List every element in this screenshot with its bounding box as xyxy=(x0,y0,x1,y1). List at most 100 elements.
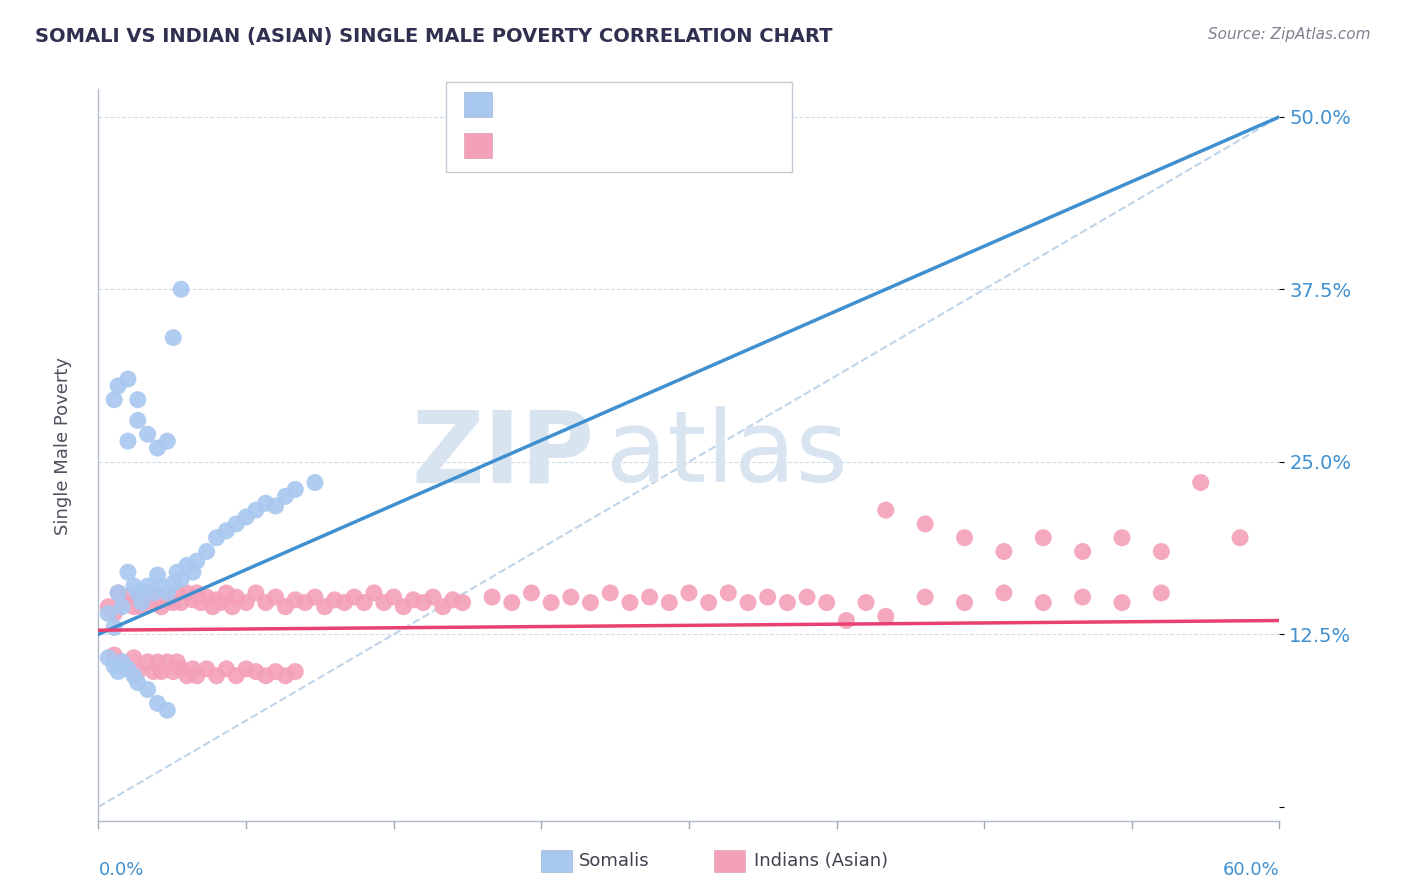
Point xyxy=(117,372,139,386)
Point xyxy=(1150,544,1173,558)
Point xyxy=(162,330,184,344)
Point xyxy=(560,590,582,604)
Point xyxy=(186,554,208,568)
Point xyxy=(131,596,153,610)
Point xyxy=(520,586,543,600)
Point xyxy=(107,379,129,393)
Point xyxy=(875,609,897,624)
Point xyxy=(156,434,179,449)
Point xyxy=(127,675,149,690)
Point xyxy=(156,592,179,607)
Point xyxy=(107,586,129,600)
Text: Single Male Poverty: Single Male Poverty xyxy=(55,357,72,535)
Point xyxy=(1071,544,1094,558)
Point xyxy=(103,392,125,407)
Point xyxy=(1189,475,1212,490)
Point xyxy=(756,590,779,604)
Point xyxy=(146,696,169,710)
Point xyxy=(111,599,134,614)
Text: R = 0.026: R = 0.026 xyxy=(503,136,610,155)
Text: SOMALI VS INDIAN (ASIAN) SINGLE MALE POVERTY CORRELATION CHART: SOMALI VS INDIAN (ASIAN) SINGLE MALE POV… xyxy=(35,27,832,45)
Point xyxy=(156,703,179,717)
Point xyxy=(176,669,198,683)
Point xyxy=(166,586,188,600)
Point xyxy=(190,596,212,610)
Point xyxy=(150,599,173,614)
Point xyxy=(146,655,169,669)
Point xyxy=(162,576,184,591)
Point xyxy=(166,655,188,669)
Point xyxy=(953,596,976,610)
Point xyxy=(235,510,257,524)
Text: 0.0%: 0.0% xyxy=(98,861,143,879)
Point xyxy=(451,596,474,610)
Point xyxy=(166,566,188,580)
Point xyxy=(215,524,238,538)
Point xyxy=(353,596,375,610)
Point xyxy=(176,586,198,600)
Point xyxy=(835,614,858,628)
Point xyxy=(1071,590,1094,604)
Point xyxy=(432,599,454,614)
Point xyxy=(136,586,159,600)
Point xyxy=(122,650,145,665)
Point xyxy=(142,596,165,610)
Point xyxy=(127,413,149,427)
Point xyxy=(245,665,267,679)
Point xyxy=(343,590,366,604)
Point xyxy=(201,599,224,614)
Point xyxy=(284,483,307,497)
Point xyxy=(914,516,936,531)
Point xyxy=(146,441,169,455)
Point xyxy=(579,596,602,610)
Point xyxy=(205,669,228,683)
Text: Somalis: Somalis xyxy=(579,852,650,871)
Point xyxy=(1032,531,1054,545)
Point xyxy=(205,531,228,545)
Point xyxy=(131,599,153,614)
Point xyxy=(103,659,125,673)
Point xyxy=(215,662,238,676)
Point xyxy=(304,475,326,490)
Point xyxy=(993,544,1015,558)
Point xyxy=(254,669,277,683)
Point xyxy=(304,590,326,604)
Point xyxy=(382,590,405,604)
Point xyxy=(402,592,425,607)
Point xyxy=(540,596,562,610)
Point xyxy=(142,586,165,600)
Point xyxy=(146,590,169,604)
Point xyxy=(737,596,759,610)
Point xyxy=(215,586,238,600)
Point xyxy=(103,607,125,621)
Point xyxy=(1032,596,1054,610)
Point xyxy=(225,516,247,531)
Point xyxy=(314,599,336,614)
Point xyxy=(245,586,267,600)
Point xyxy=(186,669,208,683)
Point xyxy=(1111,531,1133,545)
Point xyxy=(658,596,681,610)
Point xyxy=(235,662,257,676)
Point xyxy=(181,662,204,676)
Point xyxy=(146,568,169,582)
Point xyxy=(162,665,184,679)
Point xyxy=(156,586,179,600)
Point xyxy=(150,579,173,593)
Point xyxy=(107,586,129,600)
Text: R = 0.632: R = 0.632 xyxy=(503,95,610,114)
Point xyxy=(122,579,145,593)
Point xyxy=(103,620,125,634)
Point xyxy=(122,669,145,683)
Text: 60.0%: 60.0% xyxy=(1223,861,1279,879)
Point xyxy=(254,596,277,610)
Point xyxy=(1229,531,1251,545)
Point xyxy=(294,596,316,610)
Point xyxy=(103,648,125,662)
Point xyxy=(815,596,838,610)
Point xyxy=(127,665,149,679)
Point xyxy=(127,586,149,600)
Point xyxy=(176,558,198,573)
Point xyxy=(274,489,297,503)
Point xyxy=(245,503,267,517)
